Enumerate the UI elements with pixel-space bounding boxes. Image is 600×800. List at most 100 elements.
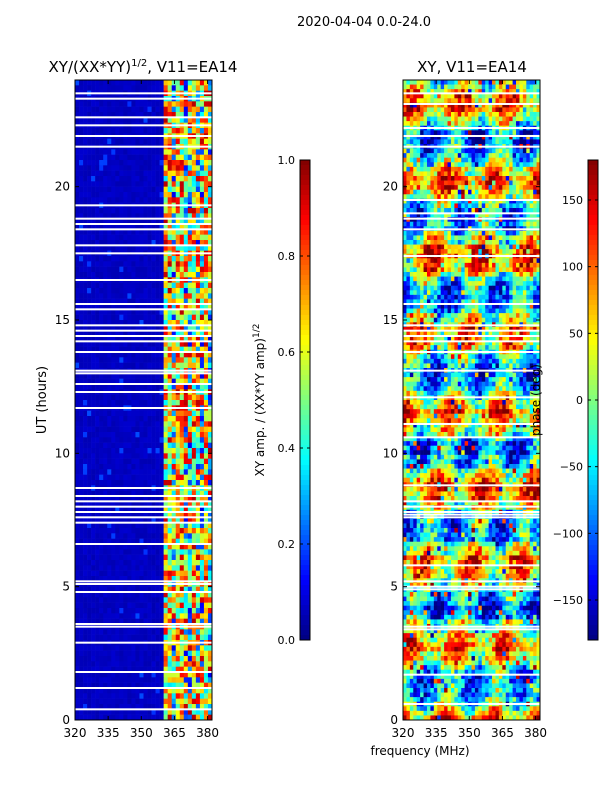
amplitude-cell <box>143 106 148 113</box>
amplitude-cell <box>83 272 88 278</box>
amplitude-cell <box>171 517 177 523</box>
amplitude-cell <box>123 474 128 481</box>
amplitude-cell <box>131 106 136 113</box>
amplitude-cell <box>183 656 189 662</box>
amplitude-cell <box>171 208 177 214</box>
phase-cell <box>450 102 455 108</box>
amplitude-cell <box>183 448 189 454</box>
amplitude-cell <box>171 330 177 337</box>
phase-cell <box>509 98 513 104</box>
amplitude-cell <box>83 176 88 182</box>
amplitude-cell <box>183 634 189 641</box>
amplitude-cell <box>91 357 96 363</box>
amplitude-cell <box>123 448 128 454</box>
amplitude-cell <box>151 714 156 721</box>
amplitude-cell <box>107 650 112 657</box>
amplitude-cell <box>111 186 116 193</box>
amplitude-cell <box>195 266 201 273</box>
amplitude-cell <box>159 213 164 219</box>
amplitude-cell <box>135 538 140 545</box>
amplitude-colorbar-step <box>300 590 310 596</box>
amplitude-colorbar-step <box>300 245 310 251</box>
amplitude-cell <box>171 496 177 502</box>
phase-cell <box>457 157 462 163</box>
amplitude-cell <box>139 528 144 534</box>
amplitude-cell <box>151 421 156 427</box>
amplitude-cell <box>167 325 173 331</box>
amplitude-cell <box>99 410 104 417</box>
amplitude-cell <box>87 629 92 635</box>
amplitude-cell <box>123 362 128 369</box>
amplitude-cell <box>131 490 136 497</box>
amplitude-cell <box>119 496 124 502</box>
phase-cell <box>522 93 527 99</box>
amplitude-cell <box>139 698 144 705</box>
amplitude-cell <box>131 80 136 86</box>
amplitude-cell <box>115 352 120 358</box>
amplitude-cell <box>179 378 185 385</box>
amplitude-cell <box>83 714 88 721</box>
amplitude-cell <box>179 560 185 566</box>
amplitude-cell <box>103 309 108 315</box>
amplitude-cell <box>91 533 96 539</box>
phase-cell <box>464 157 469 163</box>
phase-cell <box>492 153 496 159</box>
amplitude-cell <box>119 645 124 651</box>
amplitude-cell <box>127 560 132 566</box>
phase-cell <box>519 107 524 113</box>
amplitude-cell <box>99 448 104 454</box>
amplitude-cell <box>179 586 185 593</box>
amplitude-cell <box>175 208 181 214</box>
phase-cell <box>478 107 483 113</box>
amplitude-cell <box>155 677 160 683</box>
amplitude-cell <box>107 245 112 251</box>
phase-cell <box>529 84 534 90</box>
amplitude-cell <box>155 586 160 593</box>
amplitude-cell <box>123 165 128 171</box>
phase-cell <box>430 80 435 85</box>
amplitude-cell <box>131 592 136 598</box>
amplitude-cell <box>151 432 156 438</box>
amplitude-cell <box>207 272 213 278</box>
phase-cell <box>440 116 445 122</box>
amplitude-cell <box>107 410 112 417</box>
amplitude-cell <box>199 336 205 342</box>
phase-cell <box>522 98 527 104</box>
amplitude-cell <box>79 570 84 577</box>
amplitude-cell <box>87 309 92 315</box>
amplitude-colorbar-step <box>300 390 310 396</box>
phase-cell <box>426 153 431 159</box>
amplitude-cell <box>179 453 185 459</box>
amplitude-cell <box>79 512 84 518</box>
phase-cell <box>492 139 496 145</box>
amplitude-cell <box>123 218 128 225</box>
amplitude-cell <box>95 426 100 433</box>
amplitude-cell <box>107 469 112 475</box>
amplitude-cell <box>207 586 213 593</box>
phase-cell <box>526 121 531 127</box>
amplitude-cell <box>91 448 96 454</box>
amplitude-cell <box>179 666 185 673</box>
phase-cell <box>437 84 441 90</box>
amplitude-cell <box>203 464 209 470</box>
amplitude-cell <box>115 266 120 273</box>
amplitude-cell <box>143 549 148 555</box>
amplitude-cell <box>151 586 156 593</box>
amplitude-cell <box>207 346 213 353</box>
phase-cell <box>468 80 472 85</box>
phase-cell <box>516 148 520 154</box>
amplitude-cell <box>75 426 80 433</box>
amplitude-cell <box>119 634 124 641</box>
amplitude-cell <box>171 592 177 598</box>
amplitude-cell <box>171 474 177 481</box>
amplitude-cell <box>179 394 185 401</box>
amplitude-colorbar-step <box>300 230 310 236</box>
amplitude-cell <box>179 458 185 465</box>
amplitude-cell <box>79 490 84 497</box>
amplitude-cell <box>135 682 140 689</box>
amplitude-cell <box>135 597 140 603</box>
amplitude-cell <box>187 533 193 539</box>
phase-cell <box>409 139 414 145</box>
amplitude-cell <box>83 170 88 177</box>
phase-cell <box>495 107 500 113</box>
